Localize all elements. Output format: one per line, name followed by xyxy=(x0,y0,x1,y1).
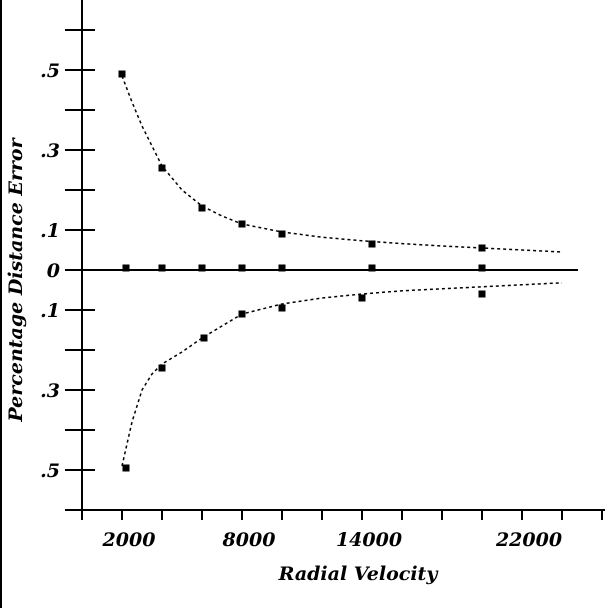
y-tick-label: .1 xyxy=(40,300,60,322)
data-point xyxy=(238,310,246,318)
y-axis-ticks: .5 .3 .1 0 .1 .3 .5 xyxy=(40,29,95,511)
data-point xyxy=(368,240,376,248)
data-point xyxy=(118,70,126,78)
data-point xyxy=(238,220,246,228)
data-point xyxy=(478,244,486,252)
x-axis-title: Radial Velocity xyxy=(278,563,440,585)
dashed-fit-curve xyxy=(121,75,563,253)
data-point xyxy=(198,204,206,212)
data-point xyxy=(122,264,130,272)
data-point xyxy=(158,164,166,172)
x-tick-label: 2000 xyxy=(102,529,156,551)
data-point xyxy=(200,334,208,342)
data-point xyxy=(478,264,486,272)
data-point xyxy=(278,304,286,312)
data-point xyxy=(158,364,166,372)
data-point xyxy=(368,264,376,272)
x-tick-label: 22000 xyxy=(495,529,562,551)
data-point xyxy=(358,294,366,302)
data-points xyxy=(118,70,486,472)
y-tick-label: .5 xyxy=(40,460,60,482)
y-tick-label: .3 xyxy=(40,140,60,162)
dashed-fit-curve xyxy=(121,282,563,467)
data-point xyxy=(278,230,286,238)
x-tick-label: 14000 xyxy=(336,529,402,551)
y-tick-label: 0 xyxy=(47,260,60,282)
data-point xyxy=(478,290,486,298)
data-point xyxy=(238,264,246,272)
x-tick-label: 8000 xyxy=(222,529,276,551)
data-point xyxy=(122,464,130,472)
y-tick-label: .1 xyxy=(40,220,60,242)
data-point xyxy=(158,264,166,272)
data-point xyxy=(198,264,206,272)
y-tick-label: .5 xyxy=(40,60,60,82)
y-axis-title: Percentage Distance Error xyxy=(5,136,27,422)
x-axis-ticks: 2000 8000 14000 22000 xyxy=(81,510,603,551)
y-tick-label: .3 xyxy=(40,380,60,402)
data-point xyxy=(278,264,286,272)
